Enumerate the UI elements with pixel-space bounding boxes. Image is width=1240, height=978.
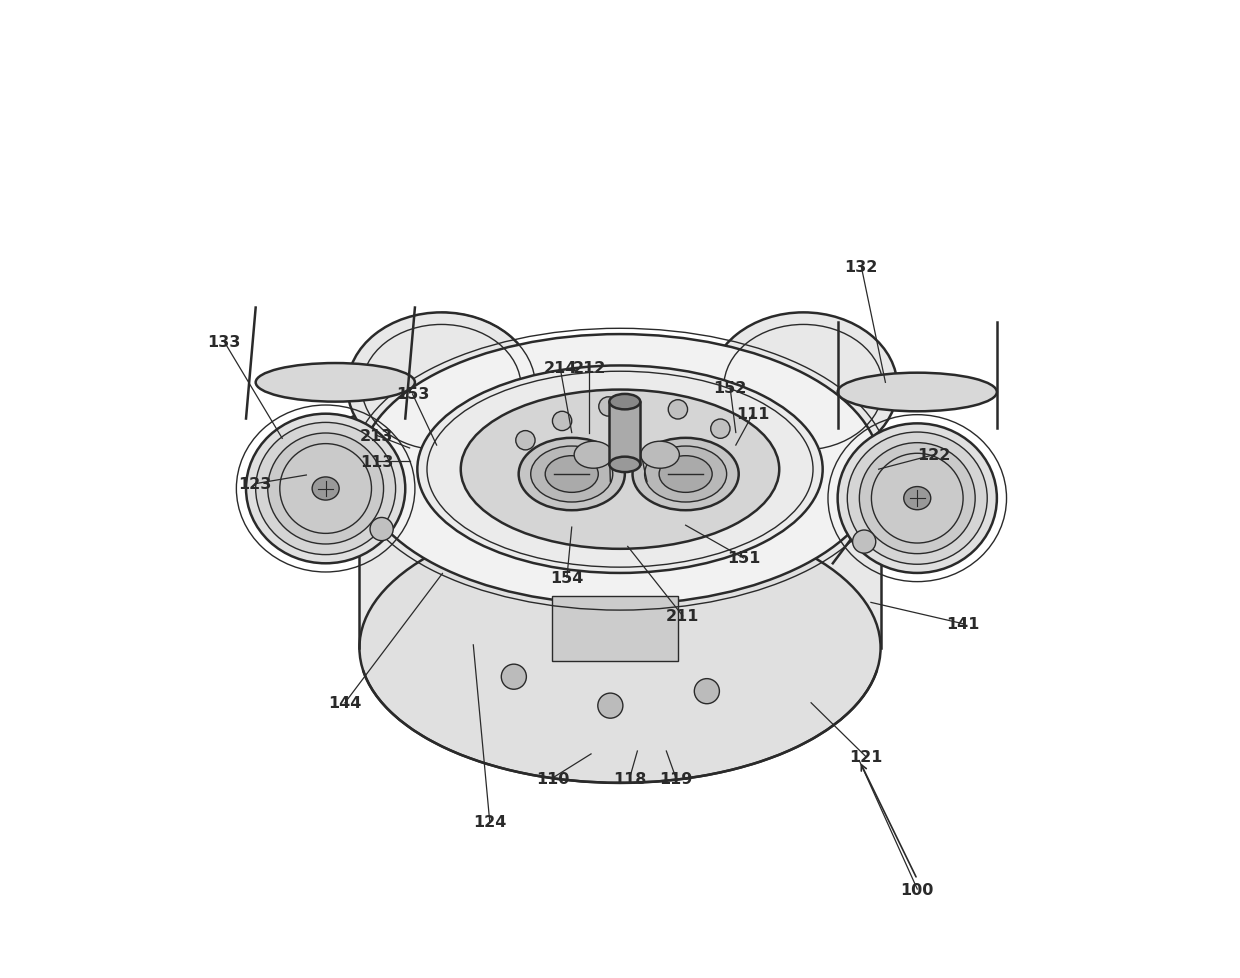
Ellipse shape (255, 422, 396, 556)
Circle shape (501, 664, 527, 689)
Ellipse shape (838, 423, 997, 573)
Text: 152: 152 (713, 380, 746, 395)
Text: 113: 113 (360, 455, 393, 469)
Circle shape (668, 400, 687, 420)
Circle shape (553, 412, 572, 431)
Text: 118: 118 (613, 771, 646, 785)
Text: 133: 133 (207, 334, 241, 350)
Text: 111: 111 (737, 406, 770, 422)
Text: 119: 119 (660, 771, 693, 785)
Circle shape (711, 420, 730, 439)
Circle shape (370, 518, 393, 541)
Ellipse shape (546, 456, 598, 493)
Text: 123: 123 (238, 476, 272, 492)
Text: 132: 132 (844, 260, 878, 275)
Text: 122: 122 (916, 448, 950, 463)
Ellipse shape (312, 477, 340, 501)
Text: 100: 100 (900, 881, 934, 897)
Ellipse shape (518, 438, 625, 511)
Circle shape (694, 679, 719, 704)
Ellipse shape (904, 487, 931, 511)
Circle shape (598, 693, 622, 719)
Polygon shape (553, 596, 678, 661)
Ellipse shape (641, 442, 680, 468)
Ellipse shape (461, 390, 779, 550)
Circle shape (599, 397, 618, 417)
Text: 153: 153 (396, 387, 429, 402)
Circle shape (853, 530, 875, 554)
Text: 214: 214 (543, 361, 577, 376)
Ellipse shape (418, 366, 822, 573)
Ellipse shape (709, 313, 898, 463)
Ellipse shape (632, 438, 739, 511)
Text: 144: 144 (329, 695, 362, 711)
Ellipse shape (859, 443, 975, 555)
Text: 124: 124 (472, 814, 506, 829)
Ellipse shape (645, 447, 727, 503)
Text: 110: 110 (536, 771, 569, 785)
Text: 154: 154 (551, 570, 584, 585)
Ellipse shape (360, 334, 880, 604)
Ellipse shape (531, 447, 613, 503)
Ellipse shape (574, 442, 613, 468)
Ellipse shape (838, 374, 997, 412)
Text: 211: 211 (666, 608, 699, 624)
Ellipse shape (268, 433, 383, 545)
Ellipse shape (609, 394, 640, 410)
Text: 212: 212 (573, 361, 606, 376)
Ellipse shape (347, 313, 536, 463)
Text: 121: 121 (849, 749, 883, 765)
Text: 151: 151 (727, 551, 760, 566)
Polygon shape (360, 469, 880, 648)
Ellipse shape (360, 513, 880, 783)
Ellipse shape (847, 432, 987, 564)
Text: 213: 213 (360, 428, 393, 443)
Ellipse shape (246, 415, 405, 563)
Ellipse shape (609, 457, 640, 472)
Text: 141: 141 (946, 616, 980, 632)
Ellipse shape (660, 456, 712, 493)
Ellipse shape (255, 364, 415, 402)
Circle shape (765, 417, 784, 436)
Circle shape (516, 431, 536, 451)
Polygon shape (609, 402, 640, 465)
